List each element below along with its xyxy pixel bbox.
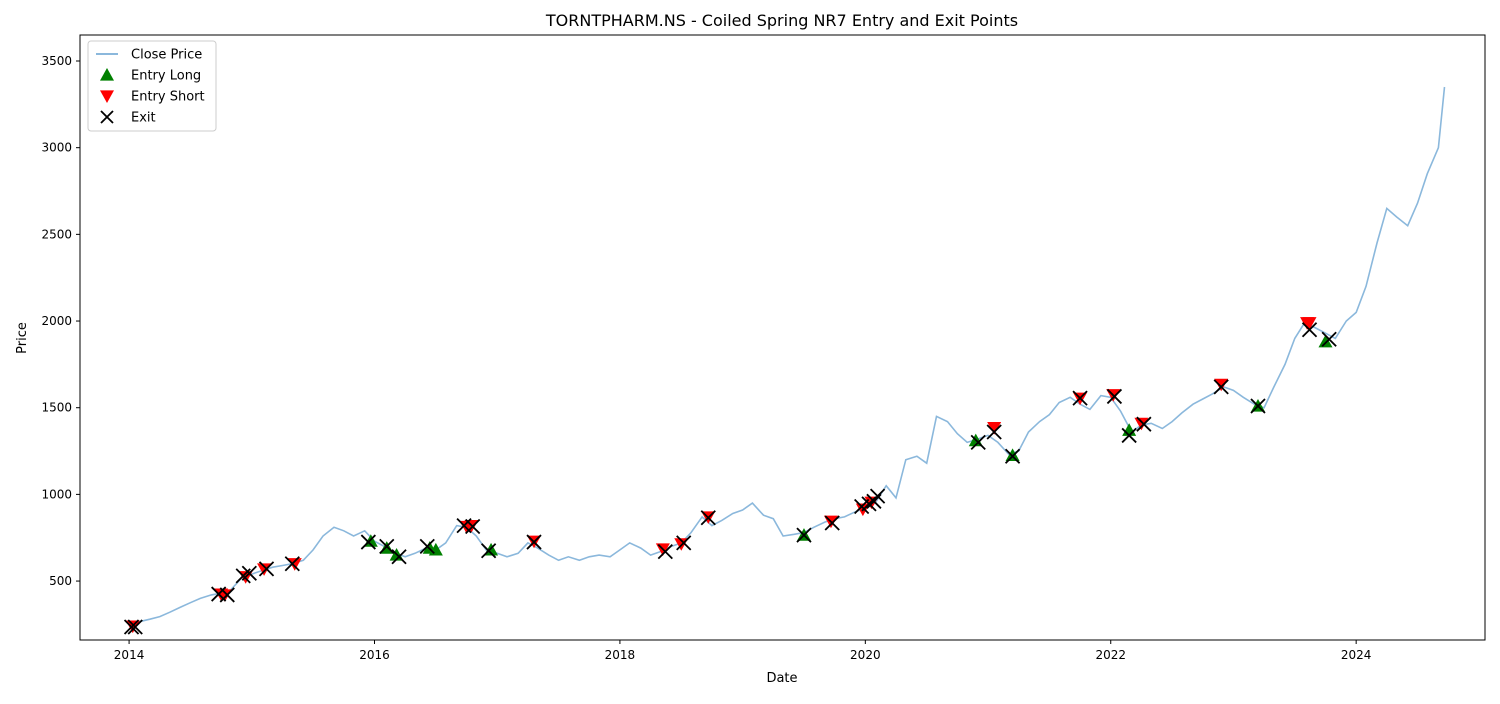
exit-marker [1106, 388, 1123, 405]
y-tick-label: 500 [49, 574, 72, 588]
legend-entry-short-swatch [100, 90, 114, 103]
legend-label: Exit [131, 111, 156, 126]
exit-marker [824, 515, 840, 531]
exit-marker [419, 538, 435, 555]
exit-marker [1321, 331, 1337, 347]
legend-label: Entry Short [131, 90, 205, 105]
x-tick-label: 2022 [1095, 648, 1126, 662]
y-axis-label: Price [15, 322, 30, 354]
exit-marker [869, 488, 886, 504]
y-tick-label: 3500 [41, 54, 72, 68]
legend-entry-long-swatch [100, 68, 114, 81]
legend-exit-swatch [100, 110, 114, 124]
x-tick-label: 2014 [114, 648, 145, 662]
exit-marker [970, 434, 986, 451]
exit-marker [1136, 416, 1152, 432]
entry-long-marker [1005, 448, 1020, 461]
y-tick-label: 2500 [41, 227, 72, 241]
exit-marker [465, 518, 481, 535]
plot-area [123, 86, 1446, 635]
exit-marker [526, 534, 542, 550]
exit-marker [1072, 390, 1088, 406]
y-tick-label: 1000 [41, 487, 72, 501]
legend-label: Close Price [131, 48, 202, 63]
entry-short-marker [287, 558, 302, 571]
exit-marker [986, 424, 1002, 440]
x-axis-label: Date [766, 671, 797, 686]
exit-marker [360, 534, 376, 550]
exit-marker [123, 619, 140, 635]
exit-marker [241, 565, 257, 581]
exit-marker [219, 587, 235, 603]
axes: 2014 2016 2018 2020 2022 2024 500 1000 1500 2000 2… [41, 54, 1371, 662]
exit-marker [796, 527, 812, 543]
exit-marker [127, 619, 143, 635]
x-tick-label: 2020 [850, 648, 881, 662]
entry-short-marker [257, 563, 272, 576]
exit-marker [480, 543, 497, 559]
exit-marker [700, 510, 716, 526]
exit-marker [1121, 427, 1137, 444]
exit-marker [1250, 398, 1266, 414]
entry-short-marker [1134, 417, 1149, 431]
exit-marker [379, 538, 395, 555]
chart-title: TORNTPHARM.NS - Coiled Spring NR7 Entry … [545, 11, 1018, 30]
exit-marker [657, 543, 673, 560]
exit-marker [258, 561, 275, 577]
exit-marker [284, 556, 300, 572]
x-tick-label: 2018 [605, 648, 636, 662]
legend: Close Price Entry Long Entry Short Exit [87, 40, 217, 132]
y-tick-label: 3000 [41, 141, 72, 155]
exit-marker [676, 535, 692, 551]
plot-frame [79, 34, 1486, 641]
y-tick-label: 1500 [41, 401, 72, 415]
exit-marker [1213, 379, 1229, 395]
y-tick-label: 2000 [41, 314, 72, 328]
exit-marker [391, 549, 407, 565]
x-tick-label: 2016 [359, 648, 390, 662]
x-tick-label: 2024 [1341, 648, 1372, 662]
entry-long-marker [1318, 334, 1333, 348]
entry-short-marker [1302, 317, 1317, 330]
close-price-line [128, 86, 1446, 627]
entry-short-marker [987, 422, 1002, 435]
entry-short-marker [1214, 378, 1229, 392]
exit-marker [1301, 322, 1318, 338]
legend-box [87, 40, 217, 132]
exit-marker [1004, 448, 1021, 464]
legend-label: Entry Long [131, 69, 201, 84]
